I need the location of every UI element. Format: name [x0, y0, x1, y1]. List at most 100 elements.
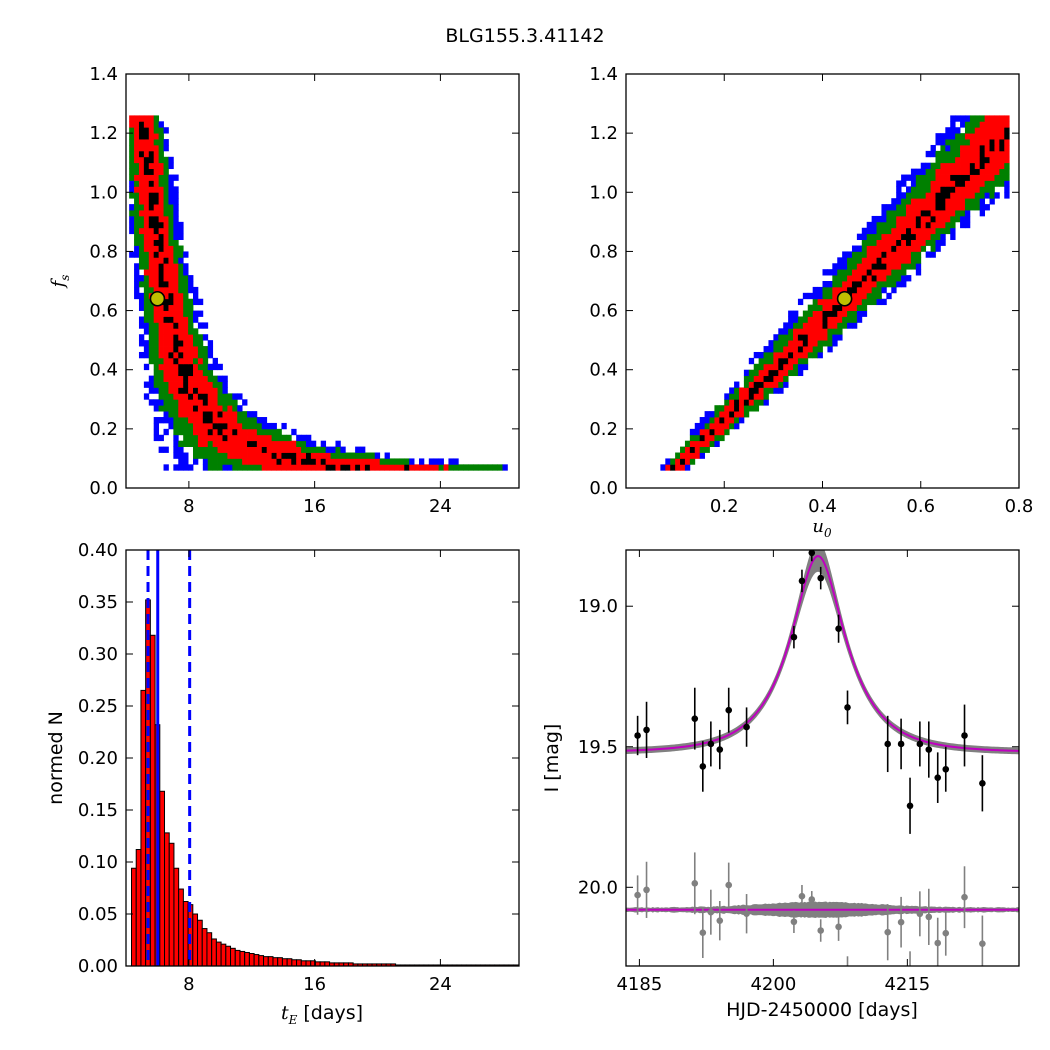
heatmap-cell [989, 162, 995, 170]
heatmap-cell [876, 251, 882, 258]
heatmap-cell [945, 198, 951, 205]
heatmap-cell [851, 251, 858, 258]
heatmap-cell [163, 369, 169, 377]
histogram-bar [253, 954, 260, 967]
heatmap-cell [984, 133, 990, 140]
heatmap-cell [955, 115, 961, 122]
heatmap-cell [964, 192, 971, 199]
heatmap-cell [193, 422, 199, 430]
heatmap-cell [999, 144, 1005, 152]
heatmap-cell [134, 221, 140, 229]
heatmap-cell [891, 221, 897, 229]
heatmap-cell [925, 210, 931, 217]
heatmap-cell [183, 286, 189, 294]
heatmap-cell [984, 156, 990, 164]
heatmap-cell [158, 399, 164, 406]
heatmap-cell [227, 422, 233, 430]
heatmap-cell [148, 180, 155, 187]
heatmap-cell [138, 227, 145, 235]
heatmap-cell [207, 340, 214, 347]
heatmap-cell [153, 239, 160, 246]
heatmap-cell [969, 180, 976, 187]
heatmap-cell [129, 174, 135, 181]
heatmap-cell [183, 275, 189, 282]
heatmap-cell [709, 428, 715, 436]
heatmap-cell [719, 428, 725, 436]
heatmap-cell [950, 198, 956, 205]
heatmap-cell [183, 387, 189, 394]
heatmap-cell [227, 464, 233, 471]
heatmap-cell [134, 139, 140, 146]
heatmap-cell [930, 210, 936, 217]
heatmap-cell [915, 221, 922, 229]
heatmap-cell [153, 133, 160, 140]
heatmap-cell [866, 221, 873, 229]
heatmap-cell [281, 422, 287, 430]
heatmap-cell [906, 210, 912, 217]
heatmap-cell [487, 464, 494, 471]
x-tick-label: 0.8 [1005, 496, 1034, 517]
heatmap-cell [915, 186, 922, 193]
residual-point [897, 918, 905, 926]
heatmap-cell [994, 174, 1000, 181]
heatmap-cell [305, 464, 312, 471]
heatmap-cell [153, 286, 160, 294]
heatmap-cell [148, 275, 155, 282]
heatmap-cell [188, 464, 194, 471]
heatmap-cell [802, 346, 809, 353]
heatmap-cell [183, 434, 189, 442]
heatmap-cell [183, 369, 189, 377]
heatmap-cell [242, 446, 248, 453]
heatmap-cell [812, 340, 818, 347]
heatmap-cell [734, 387, 740, 394]
heatmap-cell [158, 215, 164, 223]
heatmap-cell [979, 150, 986, 158]
heatmap-cell [793, 328, 799, 335]
heatmap-cell [153, 340, 160, 347]
heatmap-cell [989, 168, 995, 175]
heatmap-cell [753, 387, 760, 394]
heatmap-cell [163, 269, 169, 276]
heatmap-cell [178, 340, 184, 347]
heatmap-cell [183, 452, 189, 459]
heatmap-cell [950, 115, 956, 122]
heatmap-cell [989, 186, 995, 193]
heatmap-cell [979, 204, 986, 211]
heatmap-cell [276, 446, 282, 453]
heatmap-cell [173, 204, 179, 211]
heatmap-cell [979, 210, 986, 217]
heatmap-cell [827, 340, 833, 347]
heatmap-cell [355, 446, 361, 453]
heatmap-cell [699, 446, 705, 453]
heatmap-cell [876, 245, 882, 252]
heatmap-cell [935, 156, 941, 164]
data-point [798, 577, 806, 585]
y-tick-label: 0.8 [589, 241, 618, 262]
heatmap-cell [202, 411, 209, 418]
heatmap-cell [360, 452, 366, 459]
heatmap-cell [797, 369, 804, 377]
heatmap-cell [158, 322, 164, 329]
heatmap-cell [910, 198, 917, 205]
heatmap-cell [969, 204, 976, 211]
heatmap-cell [183, 304, 189, 311]
heatmap-cell [901, 251, 907, 258]
heatmap-cell [143, 328, 150, 335]
heatmap-cell [188, 405, 194, 412]
heatmap-cell [163, 322, 169, 329]
heatmap-cell [694, 452, 701, 459]
heatmap-cell [168, 210, 174, 217]
heatmap-cell [158, 346, 164, 353]
heatmap-cell [197, 363, 204, 371]
heatmap-cell [193, 458, 199, 465]
heatmap-cell [866, 275, 873, 282]
heatmap-cell [778, 387, 784, 394]
heatmap-cell [704, 434, 710, 442]
heatmap-cell [178, 328, 184, 335]
heatmap-cell [999, 168, 1005, 175]
heatmap-cell [178, 233, 184, 240]
heatmap-cell [143, 121, 150, 128]
heatmap-cell [148, 310, 155, 317]
heatmap-cell [193, 452, 199, 459]
heatmap-cell [227, 446, 233, 453]
